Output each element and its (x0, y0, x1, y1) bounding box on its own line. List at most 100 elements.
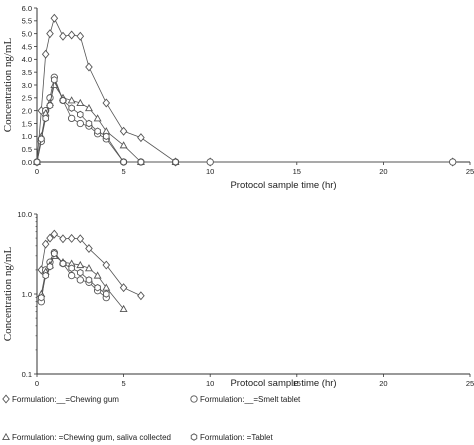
y-tick-label: 1.0 (22, 132, 32, 141)
data-point (59, 96, 67, 105)
data-point (46, 101, 54, 110)
y-tick-label: 0.0 (22, 158, 32, 167)
legend-label: Formulation: =Chewing gum, saliva collec… (12, 433, 171, 442)
data-point (85, 244, 93, 254)
data-point (68, 264, 75, 272)
y-tick-label: 6.0 (22, 4, 32, 13)
data-point (76, 98, 85, 106)
legend-marker-shape (190, 395, 198, 403)
data-point (59, 31, 67, 41)
y-tick-label: 1.5 (22, 119, 32, 128)
x-tick-label: 25 (466, 379, 474, 388)
data-point (67, 96, 76, 104)
series-diamond (37, 229, 145, 301)
series-line (36, 78, 176, 163)
linear-concentration-chart: 0.0 0.5 1.0 1.5 2.0 2.5 3.0 3.5 4.0 4.5 5.0 5.5 6.0 0… (2, 4, 474, 191)
series-line (36, 84, 176, 163)
data-point (84, 103, 93, 112)
data-point (76, 31, 85, 41)
data-point (50, 229, 59, 239)
x-tick-label: 25 (466, 167, 474, 176)
legend-label: Formulation: =Tablet (200, 433, 273, 442)
x-axis-label: Protocol sample time (hr) (230, 378, 336, 389)
data-point (94, 283, 101, 292)
y-tick-label: 2.0 (22, 106, 32, 115)
y-axis-label: Concentration ng/mL (2, 38, 14, 133)
y-tick-label: 2.5 (22, 94, 32, 103)
data-point (84, 264, 93, 272)
y-tick-label: 1.0 (22, 290, 32, 299)
data-point (449, 158, 457, 166)
legend-marker (2, 432, 10, 441)
data-point (103, 290, 110, 298)
data-point (76, 260, 85, 269)
data-point (77, 268, 84, 277)
series-line (40, 252, 107, 298)
data-point (119, 141, 128, 149)
series-hexagon (33, 76, 179, 166)
data-point (67, 233, 76, 243)
y-tick-label: 10.0 (17, 210, 32, 219)
data-point (102, 283, 111, 291)
data-point (51, 249, 58, 258)
data-point (119, 304, 128, 312)
data-point (46, 233, 54, 243)
series-triangle (33, 80, 180, 166)
legend-item-chewing-gum-saliva: Formulation: =Chewing gum, saliva collec… (2, 432, 171, 442)
y-tick-label: 4.5 (22, 42, 32, 51)
y-tick-label: 4.0 (22, 55, 32, 64)
y-axis-label: Concentration ng/mL (2, 247, 14, 342)
x-tick-label: 5 (122, 167, 126, 176)
data-point (38, 293, 45, 302)
y-tick-label: 5.5 (22, 17, 32, 26)
data-point (93, 271, 102, 279)
legend-item-smelt-tablet: Formulation:__=Smelt tablet (190, 395, 301, 404)
series-diamond (33, 13, 457, 167)
data-point (206, 158, 214, 166)
data-point (59, 259, 67, 268)
data-point (46, 262, 54, 271)
data-point (76, 119, 84, 128)
data-point (119, 126, 128, 136)
legend: Formulation:__=Chewing gum Formulation:_… (2, 394, 301, 442)
x-tick-label: 10 (206, 167, 214, 176)
data-point (93, 114, 102, 122)
data-point (119, 283, 128, 293)
series-hexagon (38, 249, 110, 302)
x-tick-label: 10 (206, 379, 214, 388)
legend-marker-shape (2, 394, 10, 404)
data-point (67, 30, 76, 40)
legend-item-tablet: Formulation: =Tablet (190, 433, 273, 442)
data-point (33, 158, 41, 166)
legend-item-chewing-gum: Formulation:__=Chewing gum (2, 394, 119, 404)
data-point (102, 98, 111, 108)
legend-label: Formulation:__=Smelt tablet (200, 395, 301, 404)
data-point (46, 29, 54, 39)
data-point (102, 260, 111, 270)
data-point (94, 127, 101, 135)
data-point (42, 271, 49, 280)
data-point (38, 135, 45, 143)
x-tick-label: 0 (35, 379, 39, 388)
data-point (50, 13, 59, 23)
y-tick-label: 3.0 (22, 81, 32, 90)
data-point (137, 133, 145, 143)
data-point (103, 132, 110, 141)
data-point (76, 276, 84, 284)
y-tick-label: 5.0 (22, 29, 32, 38)
legend-marker (190, 395, 198, 403)
x-tick-label: 5 (122, 379, 126, 388)
legend-marker-shape (2, 432, 10, 441)
y-tick-label: 3.5 (22, 68, 32, 77)
data-point (41, 49, 50, 59)
legend-marker (2, 394, 10, 404)
y-tick-label: 0.1 (22, 370, 32, 379)
data-point (137, 291, 145, 301)
x-tick-label: 20 (379, 167, 387, 176)
log-concentration-chart: 0.1 1.0 10.0 0 5 10 15 20 25 Protocol sample time… (2, 210, 474, 389)
data-point (137, 158, 145, 166)
data-point (59, 234, 67, 244)
y-tick-label: 0.5 (22, 145, 32, 154)
data-point (85, 62, 93, 72)
